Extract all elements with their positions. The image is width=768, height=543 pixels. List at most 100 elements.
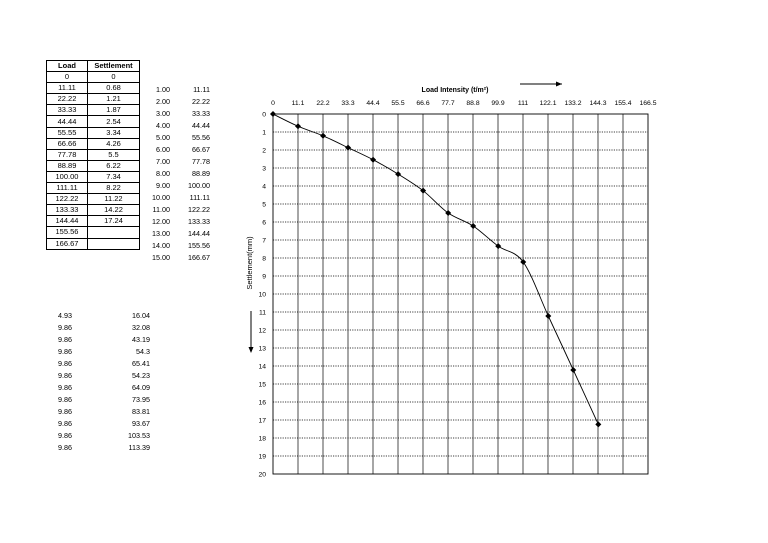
x-tick-label: 77.7: [441, 100, 454, 107]
value-column: 11.11 22.22 33.33 44.44 55.56 66.67 77.78 88.89…: [182, 84, 210, 264]
column-value: 66.67: [192, 145, 210, 154]
sequence-column: 1.00 2.00 3.00 4.00 5.00 6.00 7.00 8.00 9.00 10.0…: [146, 84, 170, 264]
extra-row: 9.86 83.81: [58, 406, 150, 418]
sequence-value: 4.00: [156, 121, 170, 130]
y-tick-label: 9: [262, 274, 266, 281]
data-point: [495, 243, 502, 250]
table-row: 11.11 0.68: [46, 82, 140, 95]
extra-left-value: 9.86: [58, 443, 72, 452]
settlement-cell: 0: [87, 71, 140, 84]
data-point: [370, 156, 377, 163]
extra-left-value: 9.86: [58, 395, 72, 404]
x-tick-label: 33.3: [341, 100, 354, 107]
extra-row: 9.86 54.23: [58, 370, 150, 382]
x-tick-label: 122.1: [539, 100, 556, 107]
sequence-value: 2.00: [156, 97, 170, 106]
y-tick-label: 2: [262, 148, 266, 155]
column-value: 155.56: [188, 241, 210, 250]
settlement-cell: [87, 237, 140, 250]
y-tick-label: 12: [258, 328, 266, 335]
table-row: 22.22 1.21: [46, 93, 140, 106]
table-header-row: Load Settlement: [46, 59, 140, 73]
x-axis-ticks: 0 11.1 22.2 33.3 44.4 55.5 66.6 77.7 88.8 99.9 111…: [271, 100, 657, 107]
x-axis-label: Load Intensity (t/m²): [422, 87, 489, 94]
sequence-value: 11.00: [152, 205, 170, 214]
load-settlement-table: Load Settlement 0 0 11.11 0.68 22.22 1.21 33.3…: [46, 59, 140, 250]
extra-right-value: 32.08: [132, 323, 150, 332]
extra-right-value: 73.95: [132, 395, 150, 404]
settlement-cell: 1.21: [87, 93, 140, 106]
y-tick-label: 20: [258, 472, 266, 479]
extra-right-value: 16.04: [132, 311, 150, 320]
extra-left-value: 9.86: [58, 431, 72, 440]
x-tick-label: 88.8: [466, 100, 479, 107]
data-point: [520, 258, 527, 265]
extra-row: 9.86 73.95: [58, 394, 150, 406]
y-tick-label: 7: [262, 238, 266, 245]
column-value: 22.22: [192, 97, 210, 106]
extra-row: 9.86 43.19: [58, 334, 150, 346]
extra-row: 9.86 64.09: [58, 382, 150, 394]
sequence-value: 7.00: [156, 157, 170, 166]
extra-left-value: 9.86: [58, 335, 72, 344]
extra-row: 9.86 65.41: [58, 358, 150, 370]
x-tick-label: 11.1: [292, 100, 305, 107]
x-tick-label: 144.3: [589, 100, 606, 107]
extra-right-value: 103.53: [128, 431, 150, 440]
load-cell: 22.22: [46, 93, 88, 106]
column-value: 122.22: [188, 205, 210, 214]
x-tick-label: 0: [271, 100, 275, 107]
y-tick-label: 14: [258, 364, 266, 371]
extra-left-value: 9.86: [58, 323, 72, 332]
extra-left-value: 9.86: [58, 347, 72, 356]
plot-border: [272, 113, 649, 475]
data-point: [545, 312, 552, 319]
table-row: 166.67: [46, 237, 140, 250]
extra-left-value: 9.86: [58, 419, 72, 428]
y-tick-label: 11: [259, 310, 266, 317]
extra-right-value: 64.09: [132, 383, 150, 392]
extra-left-value: 9.86: [58, 407, 72, 416]
extra-right-value: 83.81: [132, 407, 150, 416]
sequence-value: 14.00: [152, 241, 170, 250]
y-tick-label: 5: [262, 202, 266, 209]
settlement-cell: 0.68: [87, 82, 140, 95]
extra-right-value: 54.3: [136, 347, 150, 356]
settlement-cell: 3.34: [87, 126, 140, 139]
extra-right-value: 54.23: [132, 371, 150, 380]
data-point: [395, 171, 402, 178]
y-tick-label: 16: [258, 400, 266, 407]
y-tick-label: 19: [258, 454, 266, 461]
extra-row: 9.86 93.67: [58, 418, 150, 430]
extra-right-value: 65.41: [132, 359, 150, 368]
data-point: [320, 132, 327, 139]
table-row: 100.00 7.34: [46, 170, 140, 184]
sequence-value: 13.00: [152, 229, 170, 238]
extra-row: 9.86 103.53: [58, 430, 150, 442]
column-value: 88.89: [192, 169, 210, 178]
data-point: [270, 111, 276, 117]
x-tick-label: 111: [518, 100, 529, 107]
y-tick-label: 18: [258, 436, 266, 443]
table-row: 44.44 2.54: [46, 115, 140, 128]
sequence-value: 15.00: [152, 253, 170, 262]
column-value: 144.44: [188, 229, 210, 238]
load-cell: 0: [46, 71, 88, 84]
chart-grid: [272, 113, 649, 475]
table-row: 111.11 8.22: [46, 182, 140, 195]
series-line: [272, 113, 599, 425]
data-point: [470, 222, 477, 229]
x-tick-label: 66.6: [416, 100, 429, 107]
x-tick-label: 155.4: [614, 100, 631, 107]
sequence-value: 5.00: [156, 133, 170, 142]
extra-columns: 4.93 16.04 9.86 32.08 9.86 43.19 9.86 54.3 9.86 6…: [58, 310, 150, 454]
y-tick-label: 13: [258, 346, 266, 353]
y-tick-label: 6: [262, 220, 266, 227]
sequence-value: 9.00: [156, 181, 170, 190]
extra-row: 9.86 54.3: [58, 346, 150, 358]
sequence-value: 12.00: [152, 217, 170, 226]
x-tick-label: 55.5: [391, 100, 404, 107]
